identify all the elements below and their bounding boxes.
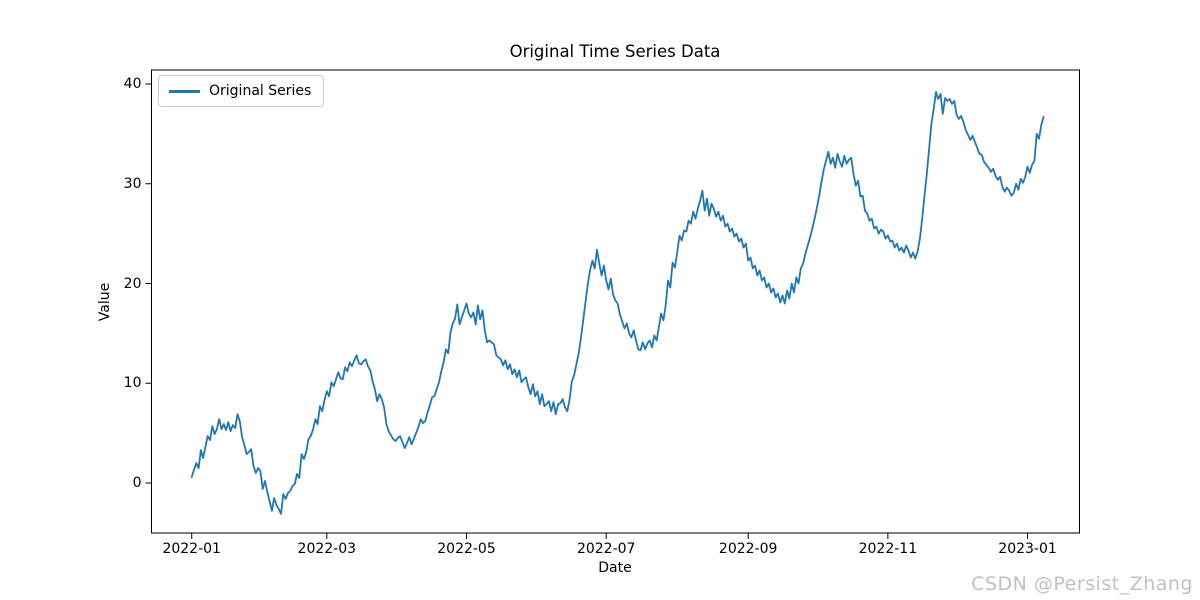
y-tick-label: 30 — [123, 175, 142, 192]
y-tick-label: 20 — [123, 275, 142, 292]
x-tick-label: 2022-05 — [437, 541, 496, 557]
axes-frame — [151, 69, 1080, 534]
y-tick-label: 0 — [132, 475, 142, 491]
x-tick-label: 2022-07 — [576, 541, 636, 557]
y-tick-label: 40 — [123, 76, 142, 92]
original-series-line — [190, 91, 1045, 515]
watermark: CSDN @Persist_Zhang — [971, 573, 1193, 595]
legend: Original Series — [158, 75, 325, 107]
x-tick-label: 2022-01 — [162, 541, 221, 557]
x-tick-label: 2023-01 — [998, 541, 1057, 557]
x-tick-label: 2022-09 — [718, 541, 778, 557]
y-tick-label: 10 — [123, 375, 142, 392]
x-tick-label: 2022-11 — [858, 541, 918, 557]
x-axis-label: Date — [598, 560, 632, 576]
y-axis-label: Value — [97, 282, 113, 322]
x-tick-label: 2022-03 — [297, 541, 357, 557]
legend-label: Original Series — [209, 83, 312, 99]
legend-line-sample-icon — [169, 89, 200, 93]
chart-title: Original Time Series Data — [509, 42, 721, 61]
